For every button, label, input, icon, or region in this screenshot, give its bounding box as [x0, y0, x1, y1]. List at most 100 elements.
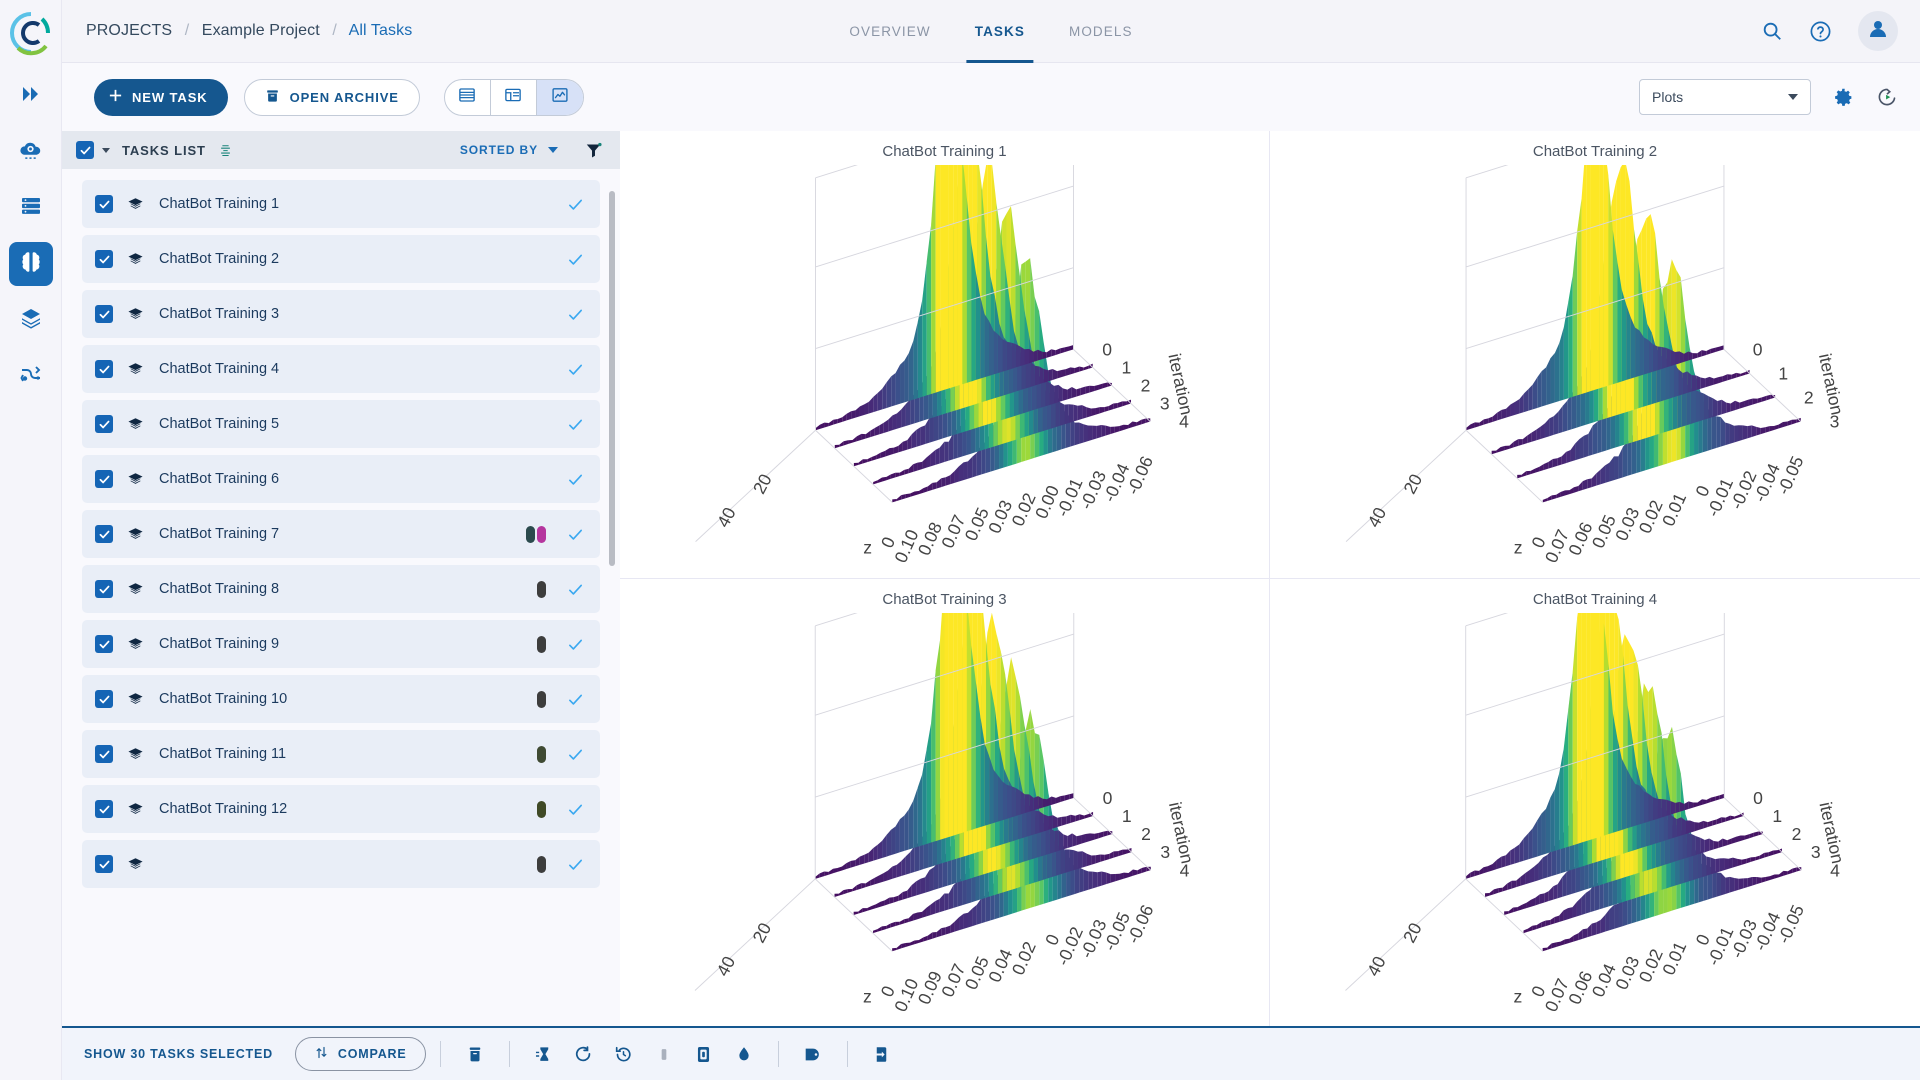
view-toggle-table[interactable]	[445, 79, 491, 115]
svg-text:4: 4	[1830, 860, 1840, 880]
table-row[interactable]: ChatBot Training 3	[82, 290, 600, 338]
svg-text:0.01: 0.01	[1658, 490, 1690, 529]
breadcrumb-projects[interactable]: PROJECTS	[86, 22, 173, 39]
row-checkbox[interactable]	[95, 690, 113, 708]
sort-handle-icon[interactable]	[218, 143, 233, 158]
sidebar-item-pipelines[interactable]	[9, 130, 53, 174]
task-color-badges	[537, 855, 546, 873]
table-row[interactable]	[82, 840, 600, 888]
table-row[interactable]: ChatBot Training 7	[82, 510, 600, 558]
tab-tasks[interactable]: TASKS	[953, 0, 1047, 63]
table-row[interactable]: ChatBot Training 9	[82, 620, 600, 668]
plot-cell[interactable]: ChatBot Training 3 0 1 2 3 4 iteration 20 40 0 0.1…	[620, 578, 1270, 1027]
table-row[interactable]: ChatBot Training 4	[82, 345, 600, 393]
compare-button[interactable]: COMPARE	[294, 1037, 426, 1071]
task-type-training-icon	[127, 471, 144, 488]
plot-cell[interactable]: ChatBot Training 2 0 1 2 3 iteration 20 40 0 0.07…	[1270, 131, 1920, 579]
task-type-training-icon	[127, 856, 144, 873]
selected-count-label[interactable]: SHOW 30 TASKS SELECTED	[84, 1047, 273, 1061]
surface-plot-3d[interactable]: 0 1 2 3 4 iteration 20 40 0 0.07 0.06 0.04 0.03 0.02 0…	[1270, 612, 1920, 1027]
sidebar-item-datasets[interactable]	[9, 298, 53, 342]
tasks-list-rows: ChatBot Training 1 ChatBot Training 2 Chat…	[62, 169, 620, 888]
task-type-training-icon	[127, 196, 144, 213]
row-checkbox[interactable]	[95, 305, 113, 323]
breadcrumb-current[interactable]: All Tasks	[348, 22, 413, 39]
row-checkbox[interactable]	[95, 195, 113, 213]
reset-tasks-button[interactable]	[564, 1037, 604, 1071]
enqueue-tasks-button[interactable]	[524, 1037, 564, 1071]
open-archive-button[interactable]: OPEN ARCHIVE	[243, 78, 420, 116]
archive-tasks-button[interactable]	[455, 1037, 495, 1071]
svg-text:iteration: iteration	[1815, 352, 1848, 417]
divider	[439, 1041, 441, 1067]
tasks-list-scrollbar[interactable]	[609, 191, 615, 566]
table-row[interactable]: ChatBot Training 10	[82, 675, 600, 723]
gear-icon[interactable]	[1833, 87, 1854, 108]
select-all-dropdown-caret[interactable]	[102, 147, 110, 153]
task-color-badges	[537, 745, 546, 763]
tab-overview[interactable]: OVERVIEW	[849, 23, 931, 39]
table-row[interactable]: ChatBot Training 12	[82, 785, 600, 833]
clearml-logo-icon[interactable]	[8, 10, 54, 56]
row-checkbox[interactable]	[95, 360, 113, 378]
row-checkbox[interactable]	[95, 470, 113, 488]
svg-text:4: 4	[1180, 860, 1190, 880]
row-checkbox[interactable]	[95, 250, 113, 268]
table-row[interactable]: ChatBot Training 11	[82, 730, 600, 778]
row-checkbox[interactable]	[95, 525, 113, 543]
row-checkbox[interactable]	[95, 415, 113, 433]
svg-text:40: 40	[712, 952, 739, 979]
row-checkbox[interactable]	[95, 580, 113, 598]
plots-select[interactable]: Plots	[1639, 79, 1811, 115]
help-circle-icon[interactable]	[1809, 20, 1832, 43]
task-type-training-icon	[127, 691, 144, 708]
add-tag-button[interactable]	[793, 1037, 833, 1071]
table-row[interactable]: ChatBot Training 2	[82, 235, 600, 283]
svg-text:1: 1	[1122, 806, 1132, 826]
task-type-training-icon	[127, 636, 144, 653]
task-type-training-icon	[127, 526, 144, 543]
avatar[interactable]	[1858, 11, 1898, 51]
sidebar-item-workers[interactable]	[9, 186, 53, 230]
row-checkbox[interactable]	[95, 635, 113, 653]
svg-text:20: 20	[1399, 919, 1426, 946]
row-checkbox[interactable]	[95, 800, 113, 818]
filter-icon[interactable]	[585, 142, 602, 159]
publish-tasks-button[interactable]	[684, 1037, 724, 1071]
plot-cell[interactable]: ChatBot Training 4 0 1 2 3 4 iteration 20 40 0 0.0…	[1270, 579, 1920, 1027]
share-tasks-button[interactable]	[724, 1037, 764, 1071]
sidebar-item-expand-nav[interactable]	[9, 74, 53, 118]
view-toggle-plots[interactable]	[536, 79, 583, 115]
move-to-project-button[interactable]	[862, 1037, 902, 1071]
table-row[interactable]: ChatBot Training 5	[82, 400, 600, 448]
table-row[interactable]: ChatBot Training 6	[82, 455, 600, 503]
breadcrumb-project[interactable]: Example Project	[201, 22, 320, 39]
table-row[interactable]: ChatBot Training 1	[82, 180, 600, 228]
search-icon[interactable]	[1761, 20, 1783, 42]
svg-text:3: 3	[1830, 412, 1840, 432]
abort-tasks-button[interactable]	[604, 1037, 644, 1071]
task-color-badges	[526, 525, 546, 543]
new-task-button[interactable]: NEW TASK	[94, 78, 228, 116]
auto-refresh-icon[interactable]	[1876, 86, 1898, 108]
tasks-list-scroll-area[interactable]: ChatBot Training 1 ChatBot Training 2 Chat…	[62, 169, 620, 1026]
surface-plot-3d[interactable]: 0 1 2 3 iteration 20 40 0 0.07 0.06 0.05 0.03 0.02 0.…	[1270, 165, 1920, 578]
svg-text:4: 4	[1179, 412, 1189, 432]
sidebar-item-reports[interactable]	[9, 354, 53, 398]
row-checkbox[interactable]	[95, 745, 113, 763]
sorted-by-control[interactable]: SORTED BY	[460, 143, 558, 157]
tab-models[interactable]: MODELS	[1068, 23, 1133, 39]
view-toggle-details[interactable]	[491, 79, 537, 115]
plot-cell[interactable]: ChatBot Training 1 0 1 2 3 4 iteration 20 40 0 0.1…	[620, 131, 1270, 579]
task-type-training-icon	[127, 581, 144, 598]
svg-text:3: 3	[1811, 842, 1821, 862]
sorted-by-label: SORTED BY	[459, 143, 538, 157]
select-all-checkbox[interactable]	[76, 141, 94, 159]
row-checkbox[interactable]	[95, 855, 113, 873]
open-archive-label: OPEN ARCHIVE	[289, 89, 399, 105]
sidebar-item-projects[interactable]	[8, 242, 53, 286]
surface-plot-3d[interactable]: 0 1 2 3 4 iteration 20 40 0 0.10 0.08 0.07 0.05 0.03 0…	[620, 165, 1269, 578]
surface-plot-3d[interactable]: 0 1 2 3 4 iteration 20 40 0 0.10 0.09 0.07 0.05 0.04 0…	[620, 612, 1269, 1027]
table-row[interactable]: ChatBot Training 8	[82, 565, 600, 613]
plots-grid: ChatBot Training 1 0 1 2 3 4 iteration 20 40 0 0.1…	[620, 131, 1920, 1026]
